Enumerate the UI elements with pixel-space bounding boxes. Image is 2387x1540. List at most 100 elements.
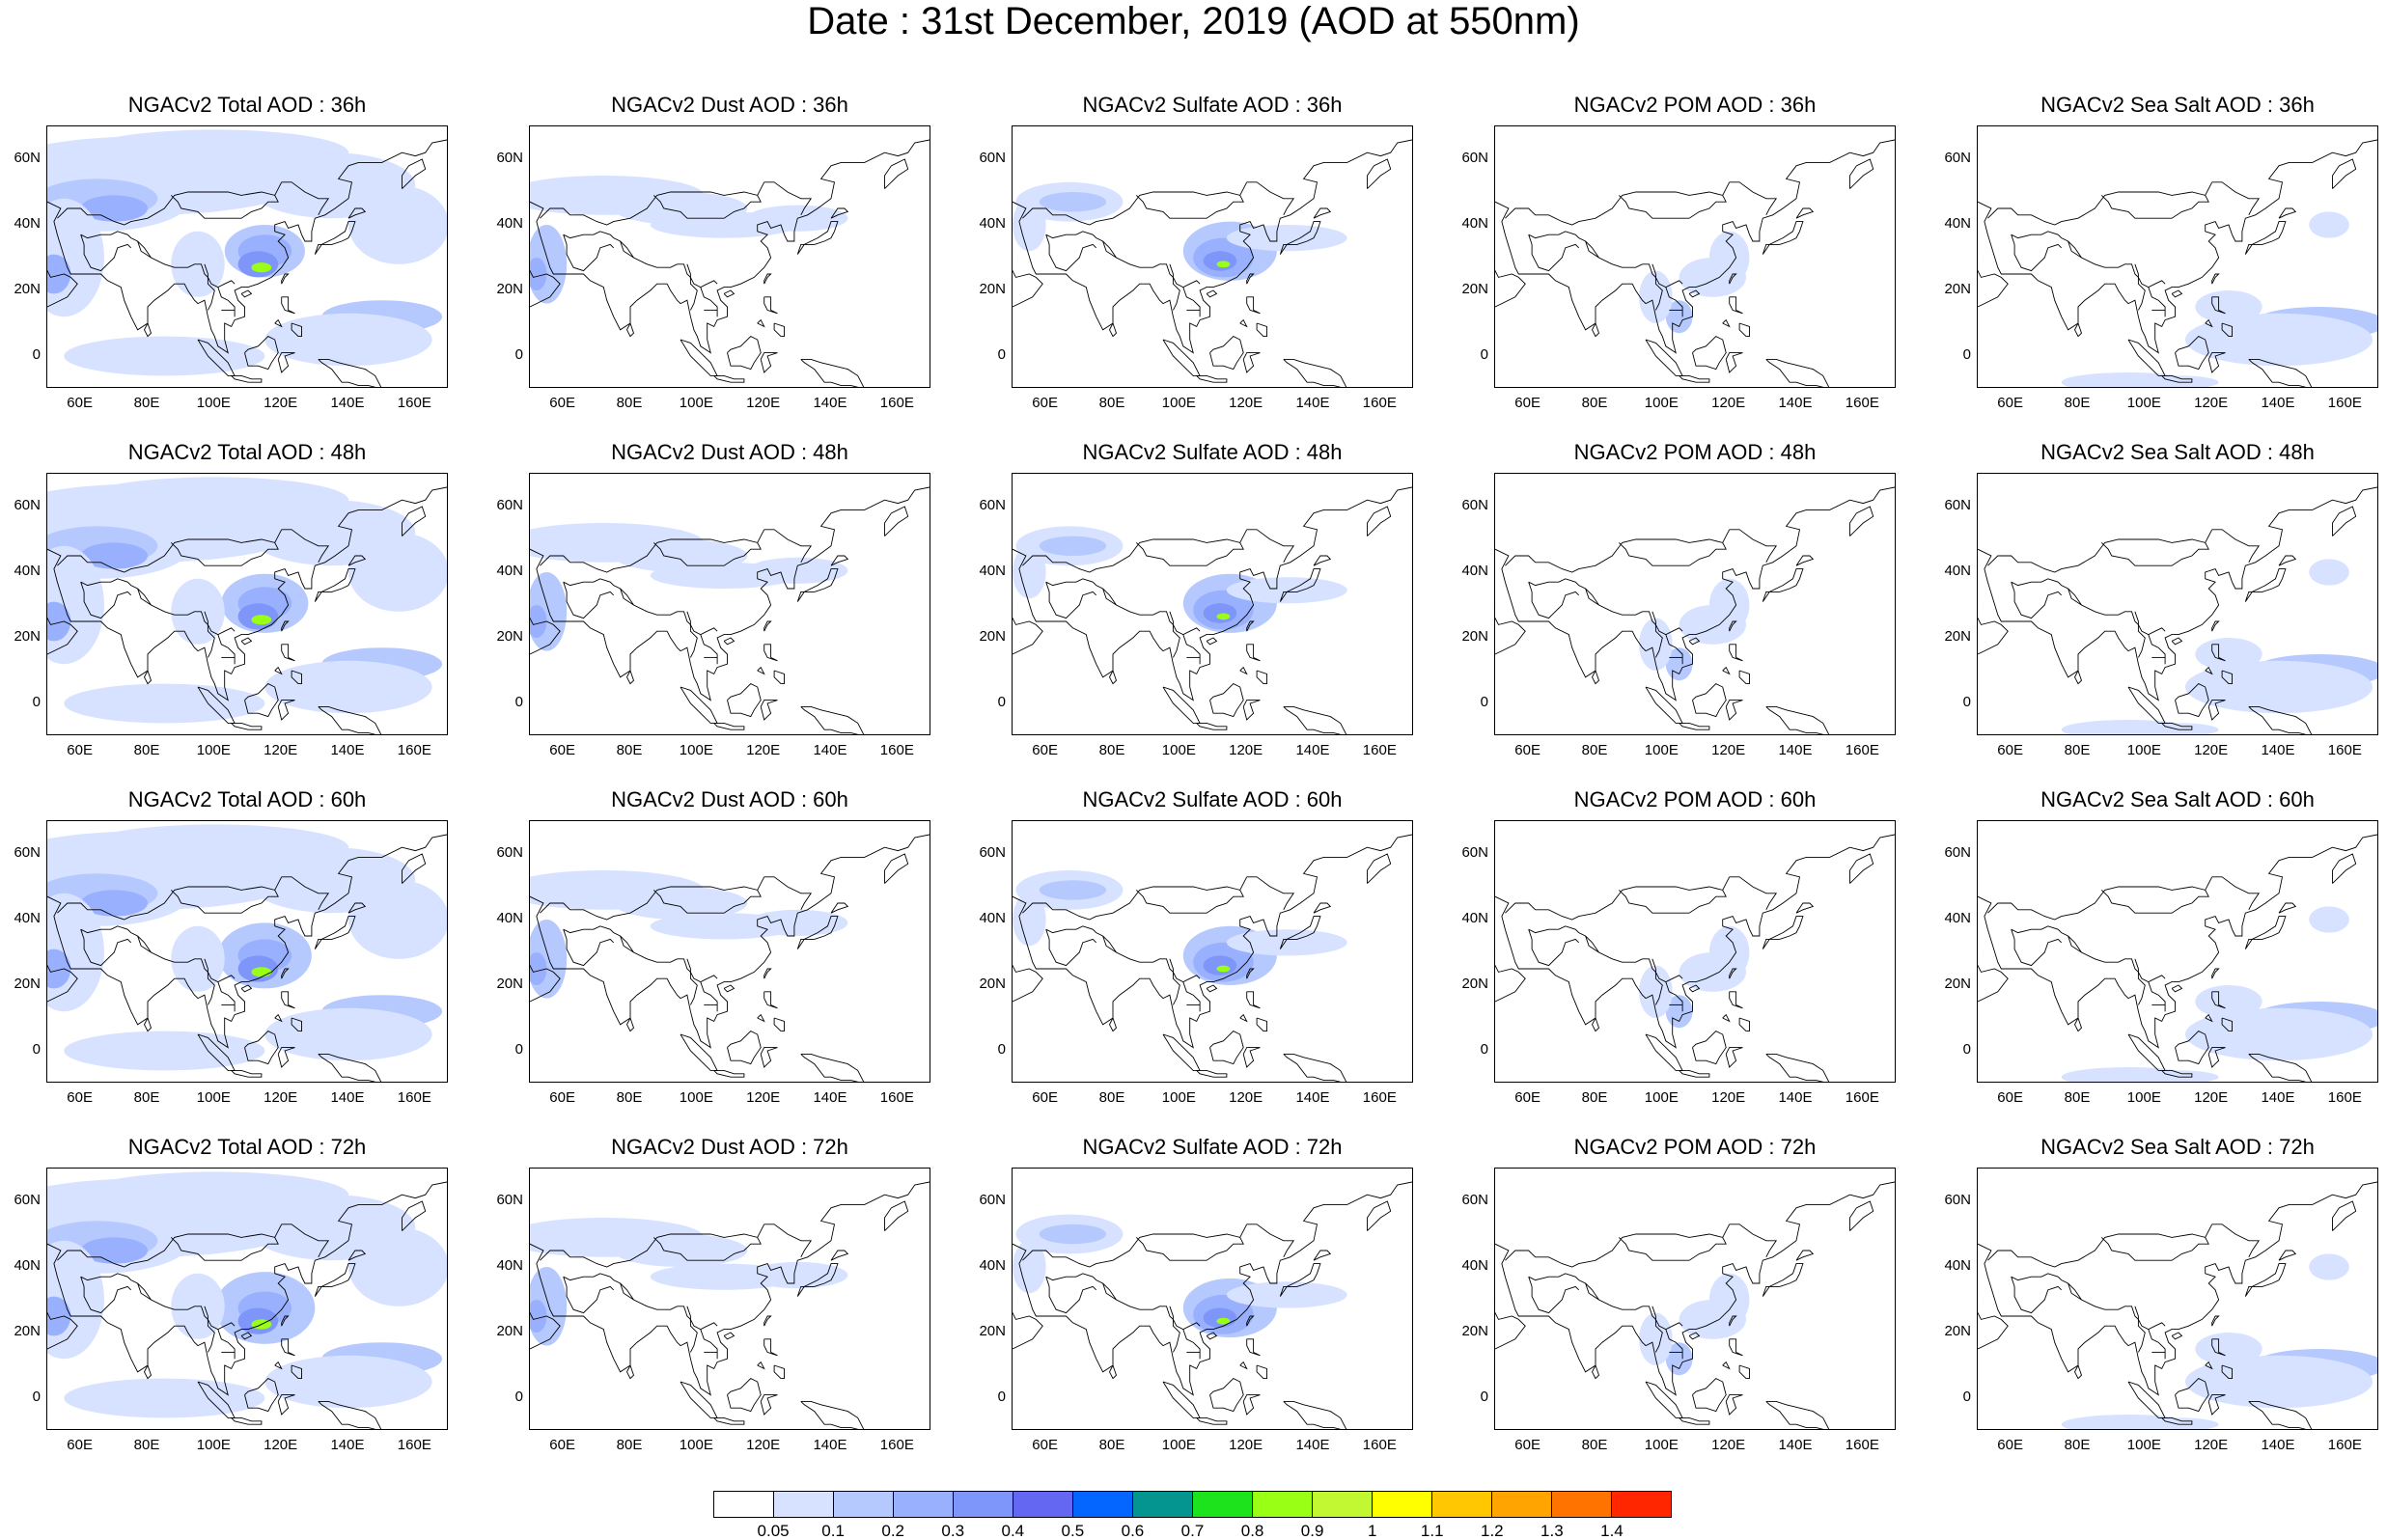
aod-map-sulfate (1013, 1181, 1412, 1429)
colorbar-label: 0.4 (1001, 1522, 1025, 1540)
coastline (2211, 273, 2220, 285)
lat-tick-label: 0 (32, 694, 41, 710)
aod-plume (1039, 1224, 1107, 1245)
coastline (800, 1400, 865, 1429)
colorbar-label: 0.5 (1061, 1522, 1085, 1540)
coastline (204, 263, 215, 311)
coastline (2221, 1364, 2233, 1380)
coastline (217, 981, 236, 1012)
lat-tick-label: 60N (496, 1192, 523, 1208)
lon-tick-label: 100E (2126, 742, 2161, 758)
lat-tick-label: 60N (14, 497, 41, 513)
coastline (530, 1181, 930, 1396)
coastline (625, 322, 635, 338)
aod-map-seasalt (1978, 139, 2377, 387)
aod-map-seasalt (1978, 834, 2377, 1082)
coastline (143, 1017, 153, 1032)
lon-tick-label: 60E (1997, 395, 2023, 411)
coastline (1849, 853, 1874, 884)
coastline (1209, 336, 1244, 371)
coastline (2171, 984, 2183, 993)
coastline (1102, 588, 1117, 606)
aod-plume (64, 1031, 265, 1071)
coastline (2211, 876, 2261, 911)
coastline (763, 529, 813, 564)
coastline (240, 1332, 253, 1340)
coastline (217, 287, 236, 317)
coastline (170, 890, 279, 914)
lon-tick-label: 80E (2064, 395, 2091, 411)
colorbar-label: 0.2 (881, 1522, 904, 1540)
coastline (1765, 358, 1830, 387)
aod-plume (2195, 1333, 2262, 1365)
colorbar-box (954, 1492, 1013, 1517)
lat-tick-label: 0 (32, 1389, 41, 1405)
aod-plume (348, 880, 447, 959)
coastline (1239, 1013, 1248, 1023)
coastline (1729, 620, 1737, 632)
panel-title-total-72h: NGACv2 Total AOD : 72h (127, 1135, 367, 1159)
lat-tick-label: 0 (1480, 346, 1488, 363)
coastline (2171, 1332, 2183, 1340)
coastline (2207, 352, 2226, 373)
lat-tick-label: 0 (1962, 346, 1971, 363)
coastline (1045, 578, 1201, 636)
aod-plume (1039, 192, 1107, 212)
coastline (137, 240, 152, 259)
coastline (2207, 1394, 2226, 1416)
coastline (800, 1053, 865, 1082)
coastline (1246, 529, 1295, 564)
coastline (47, 1300, 78, 1350)
lat-tick-label: 20N (1461, 628, 1488, 645)
coastline (2248, 705, 2313, 734)
panel-title-seasalt-72h: NGACv2 Sea Salt AOD : 72h (2040, 1135, 2315, 1159)
coastline (1013, 139, 1412, 354)
aod-map-dust (530, 139, 930, 387)
aod-plume (251, 615, 272, 625)
lon-tick-label: 120E (1711, 395, 1746, 411)
lat-tick-label: 0 (514, 1041, 523, 1058)
coastline (713, 1069, 745, 1078)
lat-tick-label: 40N (14, 563, 41, 579)
lon-tick-label: 160E (1845, 395, 1879, 411)
coastline (291, 670, 302, 685)
coastline (760, 1047, 778, 1068)
lon-tick-label: 80E (1581, 395, 1608, 411)
lon-tick-label: 100E (1644, 1437, 1679, 1453)
aod-plume (1203, 955, 1237, 976)
lat-tick-label: 40N (1944, 910, 1971, 926)
coastline (47, 605, 78, 655)
colorbar-box (1552, 1492, 1612, 1517)
coastline (1722, 1013, 1731, 1023)
panel-title-pom-36h: NGACv2 POM AOD : 36h (1573, 93, 1817, 117)
lon-tick-label: 120E (1229, 742, 1263, 758)
lon-tick-label: 100E (1644, 395, 1679, 411)
coastline (700, 634, 718, 665)
coastline (680, 1381, 718, 1418)
map-panel-total-60h (46, 820, 448, 1083)
lat-tick-label: 20N (979, 976, 1006, 992)
colorbar-box (1492, 1492, 1552, 1517)
coastline (1246, 273, 1255, 285)
coastline (204, 958, 215, 1005)
coastline (1313, 207, 1332, 219)
coastline (1762, 1263, 1804, 1297)
lat-tick-label: 20N (1944, 1323, 1971, 1339)
aod-plume (251, 262, 272, 273)
coastline (1013, 1181, 1412, 1396)
lat-tick-label: 0 (32, 1041, 41, 1058)
coastline (530, 258, 561, 308)
lat-tick-label: 20N (1461, 281, 1488, 297)
coastline (1978, 1300, 2009, 1350)
lon-tick-label: 100E (1644, 1089, 1679, 1106)
coastline (830, 555, 849, 566)
coastline (1987, 1224, 2213, 1268)
aod-plume (1203, 251, 1237, 271)
coastline (281, 529, 330, 564)
coastline (1762, 221, 1804, 255)
coastline (2278, 1250, 2297, 1261)
aod-plume (747, 1261, 848, 1289)
coastline (1528, 925, 1683, 983)
aod-plume (2138, 723, 2219, 734)
coastline (143, 322, 153, 338)
